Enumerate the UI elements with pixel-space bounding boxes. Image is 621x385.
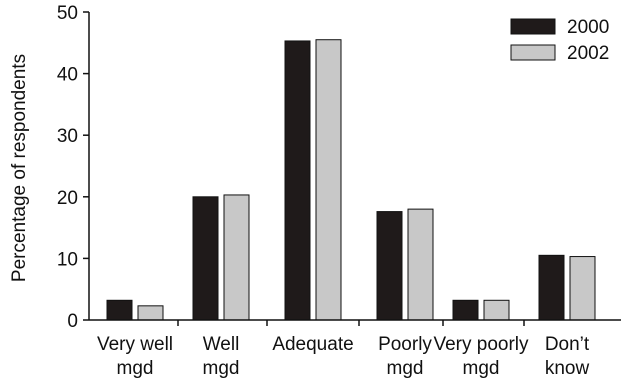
x-tick-label: Well mgd bbox=[203, 334, 240, 379]
x-tick-label: Very well mgd bbox=[97, 334, 173, 379]
bar-2002-0 bbox=[137, 305, 164, 321]
bar-2000-2 bbox=[284, 40, 311, 321]
y-axis-label: Percentage of respondents bbox=[9, 54, 30, 282]
y-tick-label: 0 bbox=[67, 311, 78, 332]
bar-2002-3 bbox=[407, 208, 434, 321]
x-tick-label: Poorly mgd bbox=[378, 334, 432, 379]
x-tick-label: Don’t know bbox=[545, 334, 590, 379]
y-tick-label: 40 bbox=[57, 65, 78, 86]
bar-2000-5 bbox=[538, 254, 565, 321]
bar-2002-2 bbox=[315, 39, 342, 321]
legend-swatch-2000 bbox=[510, 18, 556, 35]
bar-2000-4 bbox=[452, 299, 479, 321]
x-ticks-layer: Very well mgd Well mgd Adequate Poorly mgdVery… bbox=[97, 320, 590, 379]
y-axis-label-group: Percentage of respondents bbox=[9, 54, 30, 282]
y-ticks-layer: 0 10 20 30 40 50 bbox=[57, 3, 89, 332]
y-tick-label: 10 bbox=[57, 249, 78, 270]
y-tick-label: 50 bbox=[57, 3, 78, 24]
x-tick-label: Adequate bbox=[272, 334, 353, 355]
y-tick-label: 30 bbox=[57, 126, 78, 147]
bar-2002-5 bbox=[569, 256, 596, 321]
bar-2000-3 bbox=[376, 211, 403, 321]
bars-layer bbox=[106, 39, 596, 321]
legend: 2000 2002 bbox=[510, 17, 609, 64]
bar-2000-0 bbox=[106, 299, 133, 321]
bar-2002-1 bbox=[223, 194, 250, 321]
x-tick-label: Very poorly mgd bbox=[433, 334, 529, 379]
legend-label-2002: 2002 bbox=[567, 43, 609, 64]
legend-swatch-2002 bbox=[510, 44, 556, 61]
bar-2000-1 bbox=[192, 196, 219, 321]
bar-2002-4 bbox=[483, 299, 510, 321]
legend-label-2000: 2000 bbox=[567, 17, 609, 38]
y-tick-label: 20 bbox=[57, 188, 78, 209]
